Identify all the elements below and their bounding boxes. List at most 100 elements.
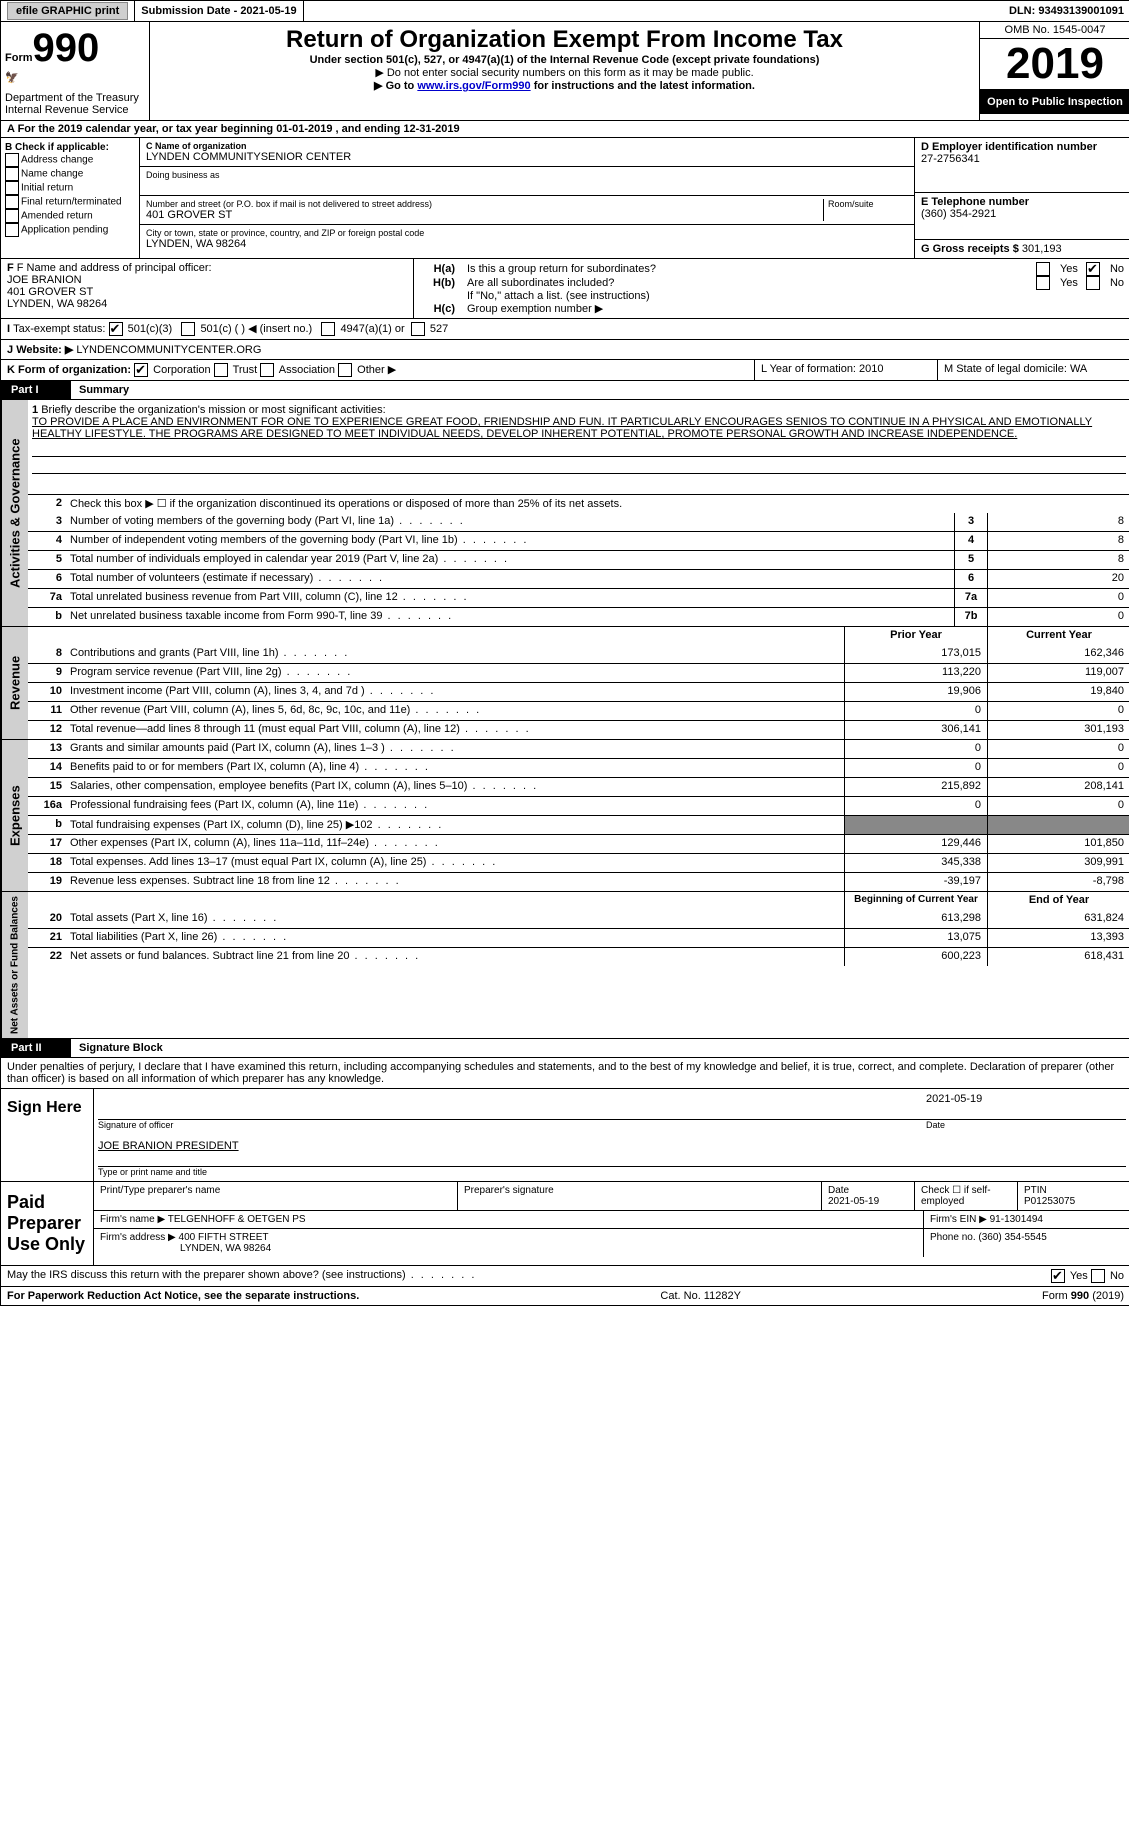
ptin-value: P01253075 [1024,1196,1124,1207]
org-address: 401 GROVER ST [146,209,819,221]
summary-line: 7aTotal unrelated business revenue from … [28,588,1129,607]
firm-ein-label: Firm's EIN ▶ [930,1214,987,1225]
cb-other[interactable] [338,363,352,377]
ein-label: D Employer identification number [921,141,1124,153]
hc-label: Group exemption number ▶ [467,302,603,315]
header-right: OMB No. 1545-0047 2019 Open to Public In… [980,22,1129,120]
financial-line: 15Salaries, other compensation, employee… [28,777,1129,796]
firm-addr: 400 FIFTH STREET [179,1232,269,1243]
part-2-header: Part II Signature Block [1,1039,1129,1058]
paid-preparer-section: Paid Preparer Use Only Print/Type prepar… [1,1182,1129,1266]
page-footer: For Paperwork Reduction Act Notice, see … [1,1287,1129,1305]
cb-amended-return[interactable] [5,209,19,223]
cb-ha-no[interactable] [1086,262,1100,276]
efile-cell: efile GRAPHIC print [1,1,135,21]
form-word: Form [5,52,33,64]
cb-initial-return[interactable] [5,181,19,195]
head-current: Current Year [987,627,1129,645]
lbl-other: Other ▶ [357,364,396,376]
form-subtitle: Under section 501(c), 527, or 4947(a)(1)… [156,54,973,66]
ha-label: Is this a group return for subordinates? [467,263,1028,275]
head-end: End of Year [987,892,1129,910]
cb-assoc[interactable] [260,363,274,377]
cb-discuss-yes[interactable] [1051,1269,1065,1283]
tax-status-label: Tax-exempt status: [13,323,105,335]
cb-4947[interactable] [321,322,335,336]
firm-name: TELGENHOFF & OETGEN PS [168,1214,306,1225]
box-b: B Check if applicable: Address change Na… [1,138,140,258]
cb-trust[interactable] [214,363,228,377]
self-employed-check: Check ☐ if self-employed [915,1182,1018,1210]
form-title: Return of Organization Exempt From Incom… [156,26,973,54]
firm-phone: (360) 354-5545 [978,1232,1046,1243]
cb-final-return[interactable] [5,195,19,209]
lbl-initial-return: Initial return [21,183,73,194]
financial-line: 12Total revenue—add lines 8 through 11 (… [28,720,1129,739]
prep-date: 2021-05-19 [828,1196,908,1207]
lbl-501c3: 501(c)(3) [128,323,173,335]
summary-line: 4Number of independent voting members of… [28,531,1129,550]
financial-line: 16aProfessional fundraising fees (Part I… [28,796,1129,815]
lbl-4947: 4947(a)(1) or [340,323,404,335]
cb-hb-yes[interactable] [1036,276,1050,290]
cb-hb-no[interactable] [1086,276,1100,290]
lbl-yes-2: Yes [1060,277,1078,289]
gross-receipts-value: 301,193 [1022,243,1062,255]
dba-label: Doing business as [146,170,908,180]
cb-discuss-no[interactable] [1091,1269,1105,1283]
cb-corp[interactable] [134,363,148,377]
room-label: Room/suite [828,199,908,209]
website-label: Website: ▶ [16,344,73,356]
dln: DLN: 93493139001091 [1003,1,1129,21]
officer-h-row: F F Name and address of principal office… [1,259,1129,319]
officer-name: JOE BRANION [7,274,407,286]
box-deg: D Employer identification number 27-2756… [915,138,1129,258]
summary-line: bNet unrelated business taxable income f… [28,607,1129,626]
cb-527[interactable] [411,322,425,336]
addr-label: Number and street (or P.O. box if mail i… [146,199,819,209]
firm-phone-label: Phone no. [930,1232,976,1243]
discuss-row: May the IRS discuss this return with the… [1,1266,1129,1287]
head-begin: Beginning of Current Year [844,892,987,910]
part-1-header: Part I Summary [1,381,1129,400]
sign-here-section: Sign Here 2021-05-19 Signature of office… [1,1089,1129,1182]
lbl-amended-return: Amended return [21,211,93,222]
financial-line: 22Net assets or fund balances. Subtract … [28,947,1129,966]
lbl-discuss-yes: Yes [1070,1270,1088,1282]
efile-print-button[interactable]: efile GRAPHIC print [7,2,128,20]
summary-line: 6Total number of volunteers (estimate if… [28,569,1129,588]
tax-status-row: I Tax-exempt status: 501(c)(3) 501(c) ( … [1,319,1129,340]
header-left: Form990 🦅 Department of the Treasury Int… [1,22,150,120]
financial-line: 21Total liabilities (Part X, line 26)13,… [28,928,1129,947]
lbl-discuss-no: No [1110,1270,1124,1282]
officer-addr: 401 GROVER ST [7,286,407,298]
lbl-yes: Yes [1060,263,1078,275]
typed-name-label: Type or print name and title [98,1167,1126,1177]
financial-line: 13Grants and similar amounts paid (Part … [28,740,1129,758]
cb-ha-yes[interactable] [1036,262,1050,276]
box-c: C Name of organization LYNDEN COMMUNITYS… [140,138,915,258]
lbl-application-pending: Application pending [21,225,108,236]
cb-501c[interactable] [181,322,195,336]
cb-name-change[interactable] [5,167,19,181]
org-city: LYNDEN, WA 98264 [146,238,908,250]
prep-sig-label: Preparer's signature [464,1185,815,1196]
form-990-page: efile GRAPHIC print Submission Date - 20… [0,0,1129,1306]
website-value: LYNDENCOMMUNITYCENTER.ORG [76,344,261,356]
form-org-label: K Form of organization: [7,364,131,376]
firm-addr-label: Firm's address ▶ [100,1232,176,1243]
lbl-corp: Corporation [153,364,210,376]
irs-form990-link[interactable]: www.irs.gov/Form990 [417,80,530,92]
lbl-name-change: Name change [21,169,83,180]
mission-text: TO PROVIDE A PLACE AND ENVIRONMENT FOR O… [32,416,1092,440]
financial-line: 17Other expenses (Part IX, column (A), l… [28,834,1129,853]
part-2-label: Part II [1,1039,71,1057]
vert-governance: Activities & Governance [1,400,28,626]
cb-501c3[interactable] [109,322,123,336]
sig-officer-label: Signature of officer [98,1120,926,1130]
cb-application-pending[interactable] [5,223,19,237]
year-formation: L Year of formation: 2010 [755,360,938,380]
cb-address-change[interactable] [5,153,19,167]
summary-line: 5Total number of individuals employed in… [28,550,1129,569]
financial-line: 14Benefits paid to or for members (Part … [28,758,1129,777]
